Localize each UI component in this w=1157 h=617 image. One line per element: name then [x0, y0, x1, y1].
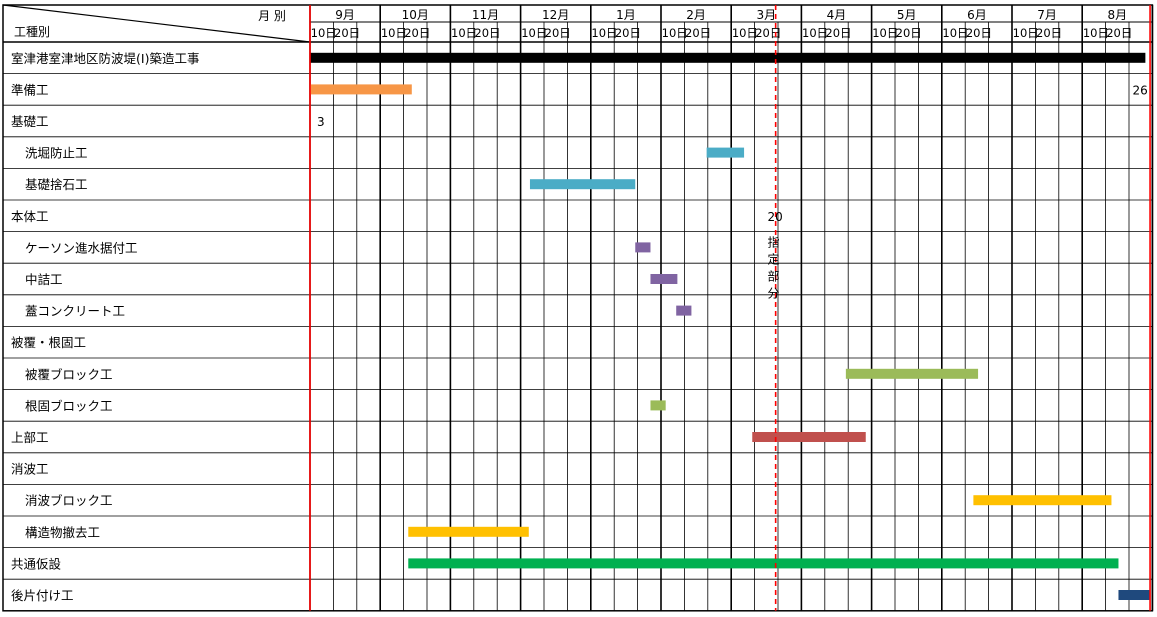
- task-label: 被覆ブロック工: [25, 367, 113, 382]
- column-header-label: 月 別: [258, 9, 286, 23]
- task-bar: [310, 52, 1146, 63]
- sub-column-label: 20日: [334, 26, 360, 40]
- month-label: 11月: [472, 8, 499, 22]
- task-label: 共通仮設: [11, 556, 62, 571]
- sub-column-label: 20日: [755, 26, 781, 40]
- sub-column-label: 20日: [685, 26, 711, 40]
- month-label: 12月: [542, 8, 569, 22]
- task-label: 上部工: [11, 430, 49, 445]
- task-label: 基礎捨石工: [25, 177, 88, 192]
- gantt-grid: [2, 4, 1154, 612]
- task-bar: [635, 242, 651, 253]
- sub-column-label: 10日: [451, 26, 477, 40]
- sub-column-label: 20日: [1106, 26, 1132, 40]
- month-label: 6月: [967, 8, 987, 22]
- task-label: 蓋コンクリート工: [25, 304, 125, 319]
- task-bar: [706, 147, 745, 158]
- row-header-label: 工種別: [14, 25, 50, 39]
- month-label: 7月: [1037, 8, 1057, 22]
- task-bar: [650, 274, 678, 284]
- month-label: 2月: [686, 8, 706, 22]
- task-bar: [973, 495, 1112, 506]
- task-rows: 室津港室津地区防波堤(Ⅰ)築造工事準備工基礎工洗堀防止工基礎捨石工本体工ケーソン…: [11, 51, 199, 603]
- task-label: 根固ブロック工: [25, 398, 113, 413]
- sub-column-label: 20日: [1036, 26, 1062, 40]
- task-label: 準備工: [11, 82, 49, 97]
- vertical-annotation: 指定部分: [767, 234, 779, 300]
- month-label: 3月: [756, 8, 776, 22]
- sub-column-label: 10日: [521, 26, 547, 40]
- task-label: 被覆・根固工: [11, 335, 86, 350]
- sub-column-label: 20日: [825, 26, 851, 40]
- task-bar: [752, 432, 866, 442]
- sub-column-label: 10日: [872, 26, 898, 40]
- task-label: 基礎工: [11, 114, 49, 129]
- task-bar: [529, 179, 636, 190]
- task-label: 洗堀防止工: [25, 146, 88, 161]
- chart-annotations: 3 26 20 指定部分: [317, 83, 1148, 300]
- task-bar: [676, 305, 692, 316]
- sub-column-label: 10日: [942, 26, 968, 40]
- annotation-label: 20: [767, 210, 782, 224]
- sub-column-label: 10日: [662, 26, 688, 40]
- sub-column-label: 20日: [545, 26, 571, 40]
- task-bar: [408, 558, 1119, 569]
- sub-column-label: 20日: [474, 26, 500, 40]
- task-label: 消波工: [11, 462, 49, 477]
- sub-column-label: 20日: [966, 26, 992, 40]
- month-label: 5月: [897, 8, 917, 22]
- gantt-header: 月 別 工種別 9月10日20日10月10日20日11月10日20日12月10日…: [2, 4, 1132, 43]
- task-label: ケーソン進水据付工: [25, 240, 138, 255]
- sub-column-label: 20日: [404, 26, 430, 40]
- annotation-label: 26: [1133, 83, 1148, 97]
- task-label: 後片付け工: [11, 588, 74, 603]
- sub-column-label: 20日: [896, 26, 922, 40]
- task-bar: [1118, 590, 1151, 600]
- task-bar: [845, 368, 979, 379]
- marker-lines: [309, 5, 1151, 611]
- month-label: 8月: [1107, 8, 1127, 22]
- annotation-label: 3: [317, 115, 325, 129]
- header-diagonal-line: [2, 4, 311, 43]
- task-bar: [650, 400, 666, 411]
- task-label: 消波ブロック工: [25, 493, 113, 508]
- month-label: 10月: [402, 8, 429, 22]
- task-bars: [310, 52, 1151, 600]
- task-label: 構造物撤去工: [25, 525, 100, 540]
- task-bar: [310, 84, 412, 95]
- task-label: 中詰工: [25, 272, 63, 287]
- sub-column-label: 10日: [1083, 26, 1109, 40]
- task-label: 室津港室津地区防波堤(Ⅰ)築造工事: [11, 51, 199, 66]
- task-bar: [408, 526, 529, 537]
- sub-column-label: 10日: [802, 26, 828, 40]
- sub-column-label: 20日: [615, 26, 641, 40]
- task-label: 本体工: [11, 209, 49, 224]
- sub-column-label: 10日: [591, 26, 617, 40]
- chart-frame: [2, 4, 1154, 612]
- month-label: 9月: [335, 8, 355, 22]
- sub-column-label: 10日: [732, 26, 758, 40]
- month-label: 4月: [827, 8, 847, 22]
- month-label: 1月: [616, 8, 636, 22]
- sub-column-label: 10日: [381, 26, 407, 40]
- sub-column-label: 10日: [311, 26, 337, 40]
- sub-column-label: 10日: [1013, 26, 1039, 40]
